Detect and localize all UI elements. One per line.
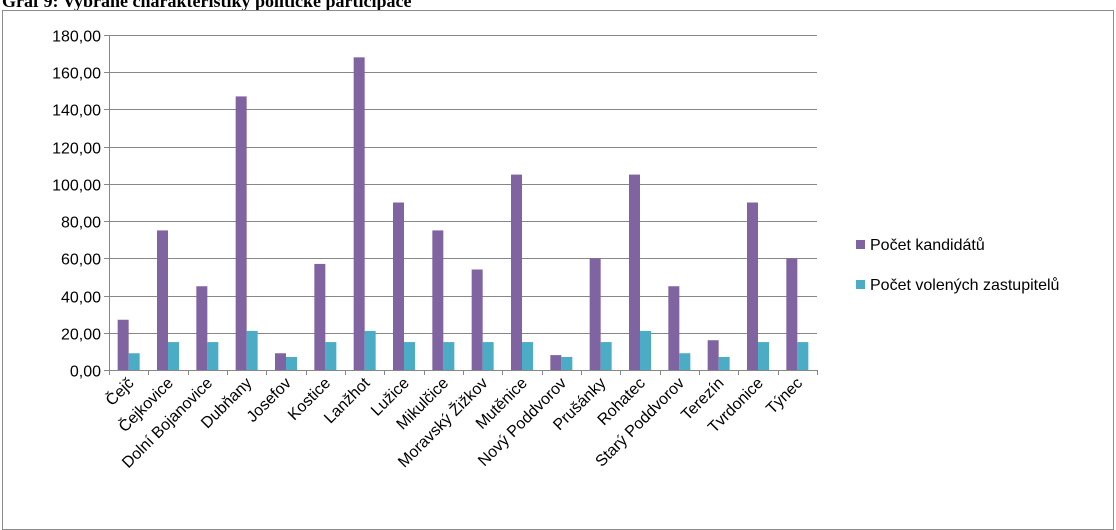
bar-elected xyxy=(325,342,337,370)
bar-candidates xyxy=(747,202,758,370)
bar-candidates xyxy=(314,263,326,370)
bar-elected xyxy=(718,356,730,370)
y-tick-labels: 0,00 20,00 40,00 60,00 80,00 100,00 120,00 140,… xyxy=(52,29,101,381)
bar-candidates xyxy=(471,269,483,370)
bar-elected xyxy=(600,342,612,370)
bar-elected xyxy=(246,330,258,370)
bar-elected xyxy=(364,330,376,370)
bar-elected xyxy=(797,342,809,370)
gridlines xyxy=(109,35,817,334)
bar-elected xyxy=(286,356,297,370)
bar-chart: 0,00 20,00 40,00 60,00 80,00 100,00 120,00 140,… xyxy=(52,29,1059,472)
y-tick-label: 100,00 xyxy=(52,178,101,195)
x-tick-label: Čejč xyxy=(101,373,137,409)
legend-swatch xyxy=(856,240,865,249)
y-tick-label: 0,00 xyxy=(70,364,101,381)
bar-elected xyxy=(482,342,494,370)
bar-candidates xyxy=(786,258,798,370)
y-tick-label: 140,00 xyxy=(52,103,101,120)
page-title: Graf 9: Vybrané charakteristiky politick… xyxy=(2,0,412,11)
bar-elected xyxy=(207,342,219,370)
bar-candidates xyxy=(511,174,522,370)
bar-elected xyxy=(640,330,651,370)
bar-elected xyxy=(522,342,533,370)
bar-candidates xyxy=(707,340,719,370)
y-tick-label: 160,00 xyxy=(52,66,101,83)
bar-candidates xyxy=(353,57,365,370)
y-tick-label: 120,00 xyxy=(52,141,101,158)
bar-candidates xyxy=(157,230,168,370)
bar-elected xyxy=(679,353,691,370)
bar-candidates xyxy=(275,353,286,370)
bar-candidates xyxy=(235,96,247,371)
bar-candidates xyxy=(589,258,601,370)
chart-frame xyxy=(2,10,1114,530)
bar-elected xyxy=(168,342,179,370)
bar-candidates xyxy=(393,202,404,370)
bar-elected xyxy=(128,353,140,370)
x-tick-label: Josefov xyxy=(244,375,295,426)
bars xyxy=(117,57,809,371)
legend-swatch xyxy=(856,280,865,289)
bar-candidates xyxy=(550,355,562,370)
bar-candidates xyxy=(668,286,680,370)
bar-candidates xyxy=(196,286,208,370)
y-tick-label: 60,00 xyxy=(61,252,101,269)
legend: Počet kandidátů Počet volených zastupitel… xyxy=(856,236,1059,294)
legend-label: Počet volených zastupitelů xyxy=(870,276,1059,294)
bar-candidates xyxy=(432,230,444,370)
bar-elected xyxy=(443,342,455,370)
bar-elected xyxy=(758,342,769,370)
y-tick-label: 40,00 xyxy=(61,290,101,307)
y-tick-label: 80,00 xyxy=(61,215,101,232)
x-tick-label: Týnec xyxy=(763,375,806,418)
legend-label: Počet kandidátů xyxy=(870,236,985,254)
axes xyxy=(104,35,818,375)
bar-candidates xyxy=(629,174,640,370)
bar-elected xyxy=(561,356,573,370)
bar-candidates xyxy=(117,319,129,370)
y-tick-label: 180,00 xyxy=(52,29,101,46)
bar-elected xyxy=(404,342,415,370)
y-tick-label: 20,00 xyxy=(61,327,101,344)
